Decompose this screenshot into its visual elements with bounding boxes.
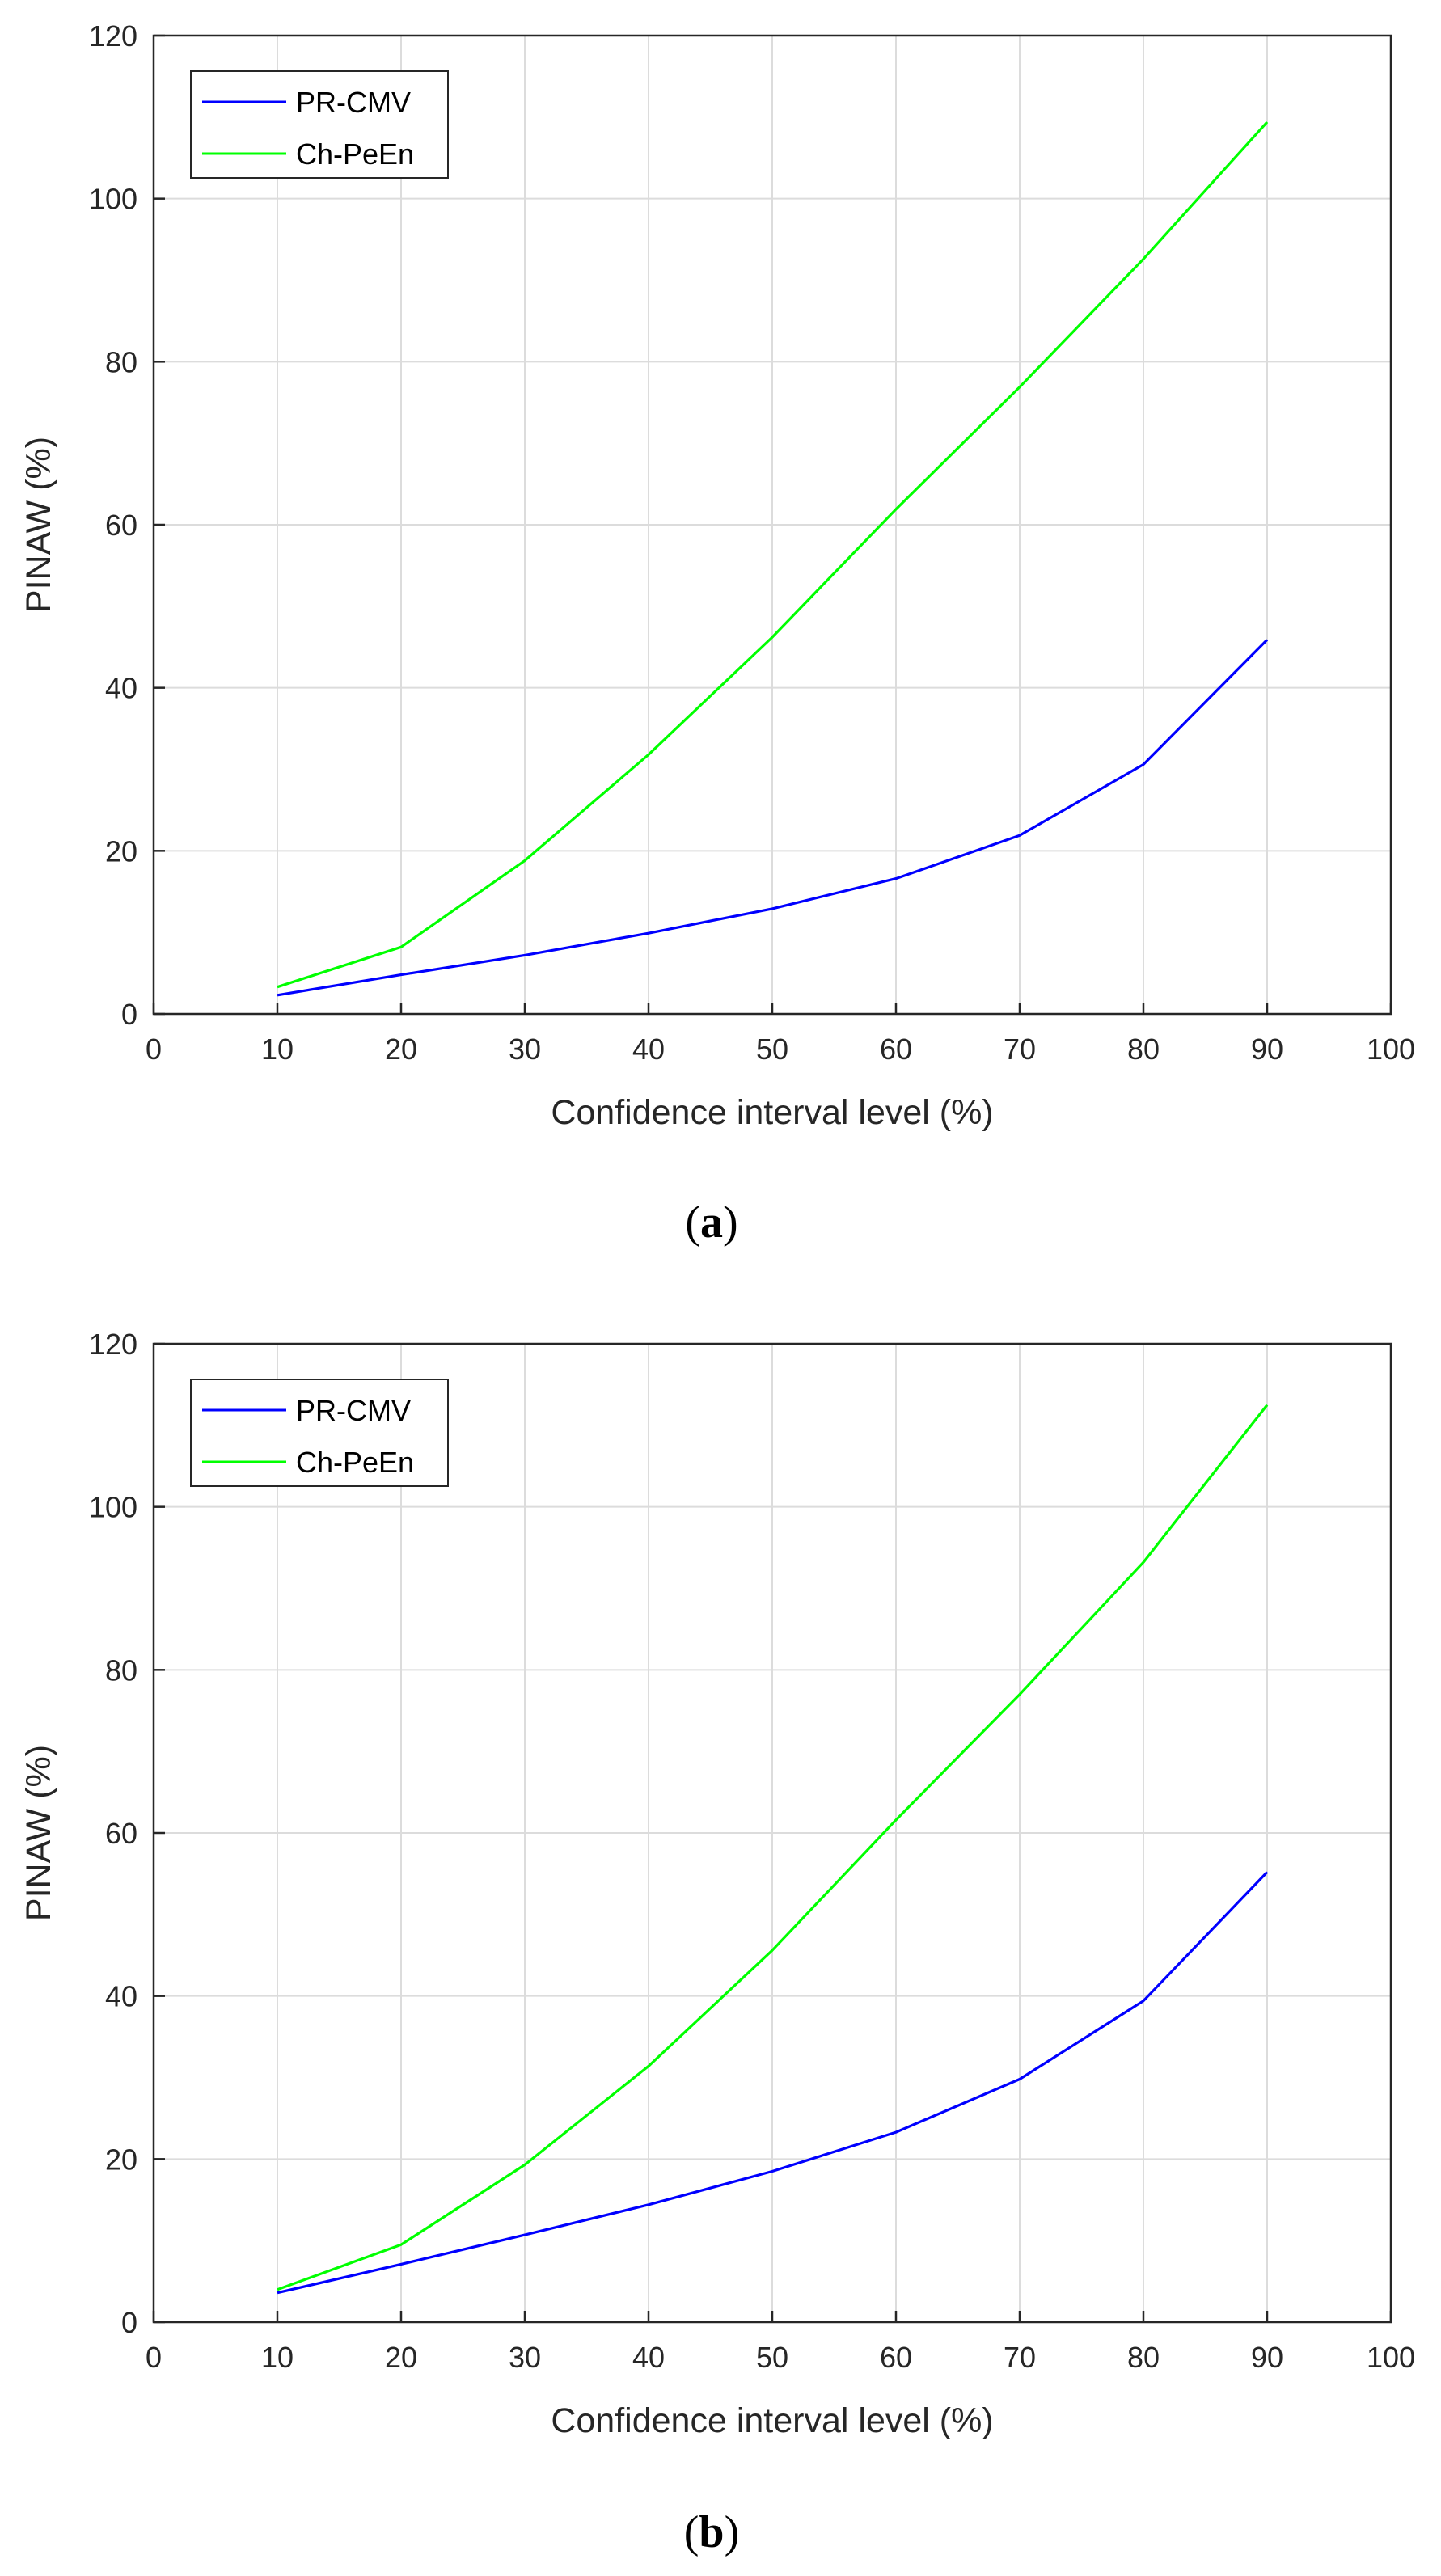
legend[interactable]: PR-CMV Ch-PeEn: [190, 70, 449, 179]
y-tick-label: 0: [121, 2306, 137, 2339]
x-tick-label: 90: [1251, 2341, 1283, 2374]
x-tick-label: 70: [1004, 2341, 1036, 2374]
x-axis-ticks: 0 10 20 30 40 50 60 70 80 90 100: [146, 1003, 1415, 1066]
y-tick-label: 40: [105, 672, 137, 705]
x-tick-label: 100: [1367, 2341, 1415, 2374]
panel-caption-b: (b): [684, 2507, 739, 2557]
series-line-ch-peen: [277, 120, 1269, 989]
plot-frame: [152, 1342, 1392, 2324]
x-tick-label: 80: [1127, 2341, 1160, 2374]
legend-label-ch-peen: Ch-PeEn: [296, 1446, 414, 1479]
x-tick-label: 90: [1251, 1033, 1283, 1066]
y-tick-label: 20: [105, 834, 137, 868]
x-tick-label: 60: [880, 1033, 912, 1066]
x-tick-label: 30: [509, 1033, 541, 1066]
legend-label-pr-cmv: PR-CMV: [296, 1394, 411, 1427]
plot-frame: [152, 34, 1392, 1016]
x-tick-label: 10: [261, 1033, 294, 1066]
legend-label-ch-peen: Ch-PeEn: [296, 137, 414, 171]
x-tick-label: 80: [1127, 1033, 1160, 1066]
legend-box: [190, 70, 449, 179]
x-tick-label: 0: [146, 2341, 162, 2374]
x-axis-label: Confidence interval level (%): [551, 1093, 993, 1132]
x-axis-label: Confidence interval level (%): [551, 2401, 993, 2440]
legend-box: [190, 1379, 449, 1487]
y-axis-ticks: 0 20 40 60 80 100 120: [89, 19, 165, 1031]
x-tick-label: 10: [261, 2341, 294, 2374]
legend-label-pr-cmv: PR-CMV: [296, 86, 411, 119]
caption-close-paren: ): [725, 2507, 740, 2557]
x-axis-ticks: 0 10 20 30 40 50 60 70 80 90 100: [146, 2311, 1415, 2374]
y-tick-label: 80: [105, 1653, 137, 1687]
y-tick-label: 120: [89, 19, 137, 53]
y-tick-label: 80: [105, 345, 137, 378]
panel-caption-a: (a): [685, 1197, 737, 1248]
x-tick-label: 100: [1367, 1033, 1415, 1066]
y-tick-label: 0: [121, 998, 137, 1031]
chart-panel-a: 0 10 20 30 40 50 60 70 80 90 100 0 20 40 60 80 100 120 C…: [19, 19, 1415, 1248]
y-tick-label: 60: [105, 509, 137, 542]
y-tick-label: 100: [89, 183, 137, 216]
caption-open-paren: (: [685, 1197, 700, 1248]
x-tick-label: 50: [756, 1033, 788, 1066]
x-tick-label: 20: [385, 2341, 417, 2374]
caption-letter: a: [700, 1197, 723, 1248]
y-axis-label: PINAW (%): [19, 437, 58, 613]
caption-letter: b: [699, 2507, 724, 2557]
caption-open-paren: (: [684, 2507, 699, 2557]
caption-close-paren: ): [723, 1197, 738, 1248]
chart-panel-b: 0 10 20 30 40 50 60 70 80 90 100 0 20 40 60 80 100 120 C…: [19, 1328, 1415, 2557]
series-line-pr-cmv: [277, 1871, 1269, 2295]
series-lines: [277, 120, 1269, 997]
x-tick-label: 50: [756, 2341, 788, 2374]
y-tick-label: 100: [89, 1491, 137, 1524]
x-tick-label: 0: [146, 1033, 162, 1066]
y-axis-label: PINAW (%): [19, 1745, 58, 1921]
x-tick-label: 20: [385, 1033, 417, 1066]
x-tick-label: 40: [632, 1033, 665, 1066]
y-tick-label: 120: [89, 1328, 137, 1361]
legend[interactable]: PR-CMV Ch-PeEn: [190, 1379, 449, 1487]
y-tick-label: 60: [105, 1817, 137, 1850]
y-axis-ticks: 0 20 40 60 80 100 120: [89, 1328, 165, 2339]
y-tick-label: 40: [105, 1980, 137, 2013]
y-tick-label: 20: [105, 2143, 137, 2176]
x-tick-label: 60: [880, 2341, 912, 2374]
x-tick-label: 40: [632, 2341, 665, 2374]
x-tick-label: 70: [1004, 1033, 1036, 1066]
series-line-ch-peen: [277, 1404, 1269, 2291]
series-line-pr-cmv: [277, 639, 1269, 997]
series-lines: [277, 1404, 1269, 2295]
x-tick-label: 30: [509, 2341, 541, 2374]
